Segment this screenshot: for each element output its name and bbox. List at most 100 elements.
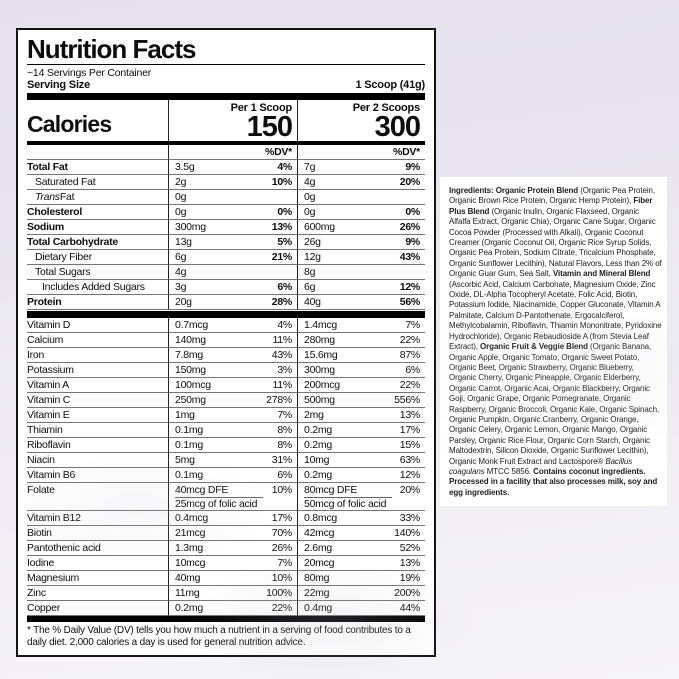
- per-2-scoops-cell: 6g 12%: [297, 280, 425, 295]
- per-1-scoop-amount: 10mcg: [175, 557, 206, 569]
- dv-header-spacer: [27, 145, 168, 160]
- per-1-scoop-amount: 0g: [175, 206, 187, 218]
- per-2-scoops-cell: 500mg 556%: [297, 393, 425, 408]
- row-biotin: Biotin 21mcg 70% 42mcg 140%: [27, 526, 425, 541]
- per-1-scoop-dv-percent: 5%: [277, 236, 292, 248]
- per-1-scoop-dv-percent: 7%: [277, 409, 292, 421]
- per-2-scoops-dv-percent: 12%: [399, 281, 421, 293]
- nutrient-name: Includes Added Sugars: [27, 280, 168, 295]
- per-1-scoop-dv-header: %DV*: [168, 145, 297, 160]
- per-2-scoops-amount: 200mcg: [304, 379, 340, 391]
- per-1-scoop-dv-percent: 0%: [277, 206, 292, 218]
- per-2-scoops-amount: 26g: [304, 236, 321, 248]
- row-trans-fat: Trans Fat 0g 0g: [27, 190, 425, 205]
- ingredients-text-segment: (Organic Pea Protein, Organic Brown Rice…: [449, 186, 656, 206]
- per-1-scoop-cell: 0.2mg 22%: [168, 601, 297, 616]
- per-2-scoops-cell: 0.2mg 17%: [297, 423, 425, 438]
- nutrient-name: Pantothenic acid: [27, 541, 168, 556]
- per-2-scoops-cell: 40g 56%: [297, 295, 425, 310]
- per-1-scoop-amount: 150mg: [175, 364, 206, 376]
- per-2-scoops-amount: 10mg: [304, 454, 330, 466]
- nutrient-name: Dietary Fiber: [27, 250, 168, 265]
- section-divider-bar: [27, 311, 425, 318]
- per-1-scoop-dv-percent: 31%: [271, 454, 293, 466]
- nutrient-name: Biotin: [27, 526, 168, 541]
- per-1-scoop-header: Per 1 Scoop: [230, 102, 293, 114]
- per-1-scoop-dv-percent: 70%: [271, 527, 293, 539]
- per-1-scoop-amount: 0.7mcg: [175, 319, 208, 331]
- per-1-scoop-cell: 0.1mg 6%: [168, 468, 297, 483]
- per-2-scoops-dv-percent: 15%: [399, 439, 421, 451]
- row-total-carbohydrate: Total Carbohydrate 13g 5% 26g 9%: [27, 235, 425, 250]
- per-2-scoops-cell: 15.6mg 87%: [297, 348, 425, 363]
- row-riboflavin: Riboflavin 0.1mg 8% 0.2mg 15%: [27, 438, 425, 453]
- row-vitamin-e: Vitamin E 1mg 7% 2mg 13%: [27, 408, 425, 423]
- per-1-scoop-cell: 11mg 100%: [168, 586, 297, 601]
- per-2-scoops-cell: 26g 9%: [297, 235, 425, 250]
- per-1-scoop-sub-amount: 25mcg of folic acid: [175, 498, 258, 510]
- per-2-scoops-dv-percent: 17%: [399, 424, 421, 436]
- calories-per-1-scoop-value: 150: [246, 111, 293, 143]
- row-vitamin-b6: Vitamin B6 0.1mg 6% 0.2mg 12%: [27, 468, 425, 483]
- per-2-scoops-dv-percent: 140%: [394, 527, 420, 539]
- per-2-scoops-cell: 42mcg 140%: [297, 526, 425, 541]
- per-2-scoops-cell: 22mg 200%: [297, 586, 425, 601]
- ingredients-text-segment: (Organic Inulin, Organic Flaxseed, Organ…: [449, 206, 662, 279]
- per-1-scoop-amount: 140mg: [175, 334, 206, 346]
- per-2-scoops-amount: 600mg: [304, 221, 335, 233]
- per-2-scoops-calories-cell: Per 2 Scoops 300: [297, 100, 425, 142]
- ingredients-text-segment: Vitamin and Mineral Blend: [552, 269, 651, 279]
- per-2-scoops-amount: 500mg: [304, 394, 335, 406]
- row-potassium: Potassium 150mg 3% 300mg 6%: [27, 363, 425, 378]
- row-total-fat: Total Fat 3.5g 4% 7g 9%: [27, 160, 425, 175]
- ingredients-panel: Ingredients: Organic Protein Blend (Orga…: [440, 177, 667, 507]
- per-2-scoops-dv-percent: 22%: [399, 334, 421, 346]
- per-2-scoops-cell: 1.4mcg 7%: [297, 318, 425, 333]
- per-2-scoops-amount: 15.6mg: [304, 349, 338, 361]
- per-2-scoops-cell: 4g 20%: [297, 175, 425, 190]
- per-1-scoop-dv-percent: 4%: [277, 161, 292, 173]
- per-1-scoop-dv-percent: 8%: [277, 424, 292, 436]
- per-1-scoop-amount: 250mg: [175, 394, 206, 406]
- nutrient-name: Vitamin C: [27, 393, 168, 408]
- per-1-scoop-dv-percent: 278%: [266, 394, 292, 406]
- per-1-scoop-amount: 20g: [175, 296, 192, 308]
- per-2-scoops-dv-percent: 556%: [394, 394, 420, 406]
- serving-size-row: Serving Size 1 Scoop (41g): [27, 79, 425, 92]
- per-1-scoop-dv-percent: 8%: [277, 439, 292, 451]
- nutrient-name: Total Carbohydrate: [27, 235, 168, 250]
- panel-title: Nutrition Facts: [27, 35, 425, 65]
- nutrient-name: Iron: [27, 348, 168, 363]
- row-thiamin: Thiamin 0.1mg 8% 0.2mg 17%: [27, 423, 425, 438]
- nutrient-name: Sodium: [27, 220, 168, 235]
- per-2-scoops-cell: 0.2mg 15%: [297, 438, 425, 453]
- nutrient-name: Calcium: [27, 333, 168, 348]
- per-1-scoop-amount: 0.4mcg: [175, 512, 208, 524]
- per-1-scoop-cell: 150mg 3%: [168, 363, 297, 378]
- nutrient-name: Riboflavin: [27, 438, 168, 453]
- per-1-scoop-amount: 0g: [175, 191, 187, 203]
- per-1-scoop-dv-percent: 13%: [271, 221, 293, 233]
- per-1-scoop-cell: 0g: [168, 190, 297, 205]
- per-2-scoops-dv-header: %DV*: [297, 145, 425, 160]
- nutrient-name: Cholesterol: [27, 205, 168, 220]
- nutrient-name: Vitamin B6: [27, 468, 168, 483]
- nutrient-name: Trans Fat: [27, 190, 168, 205]
- per-2-scoops-dv-percent: 9%: [405, 236, 420, 248]
- per-1-scoop-amount: 0.1mg: [175, 439, 203, 451]
- per-2-scoops-cell: 0.4mg 44%: [297, 601, 425, 616]
- per-2-scoops-dv-percent: 43%: [399, 251, 421, 263]
- serving-size-value: 1 Scoop (41g): [355, 79, 425, 91]
- per-2-scoops-cell: 0g: [297, 190, 425, 205]
- per-1-scoop-cell: 2g 10%: [168, 175, 297, 190]
- per-1-scoop-cell: 10mcg 7%: [168, 556, 297, 571]
- per-1-scoop-dv-percent: 17%: [271, 512, 293, 524]
- per-1-scoop-dv-percent: 21%: [271, 251, 293, 263]
- per-2-scoops-amount: 6g: [304, 281, 316, 293]
- per-2-scoops-amount: 0.2mg: [304, 439, 332, 451]
- per-1-scoop-amount: 7.8mg: [175, 349, 203, 361]
- ingredients-text-segment: Contains coconut ingredients. Processed …: [449, 466, 658, 497]
- per-1-scoop-amount: 40mg: [175, 572, 201, 584]
- per-1-scoop-cell: 0.7mcg 4%: [168, 318, 297, 333]
- ingredients-text-segment: Bacillus coagulans: [449, 456, 633, 476]
